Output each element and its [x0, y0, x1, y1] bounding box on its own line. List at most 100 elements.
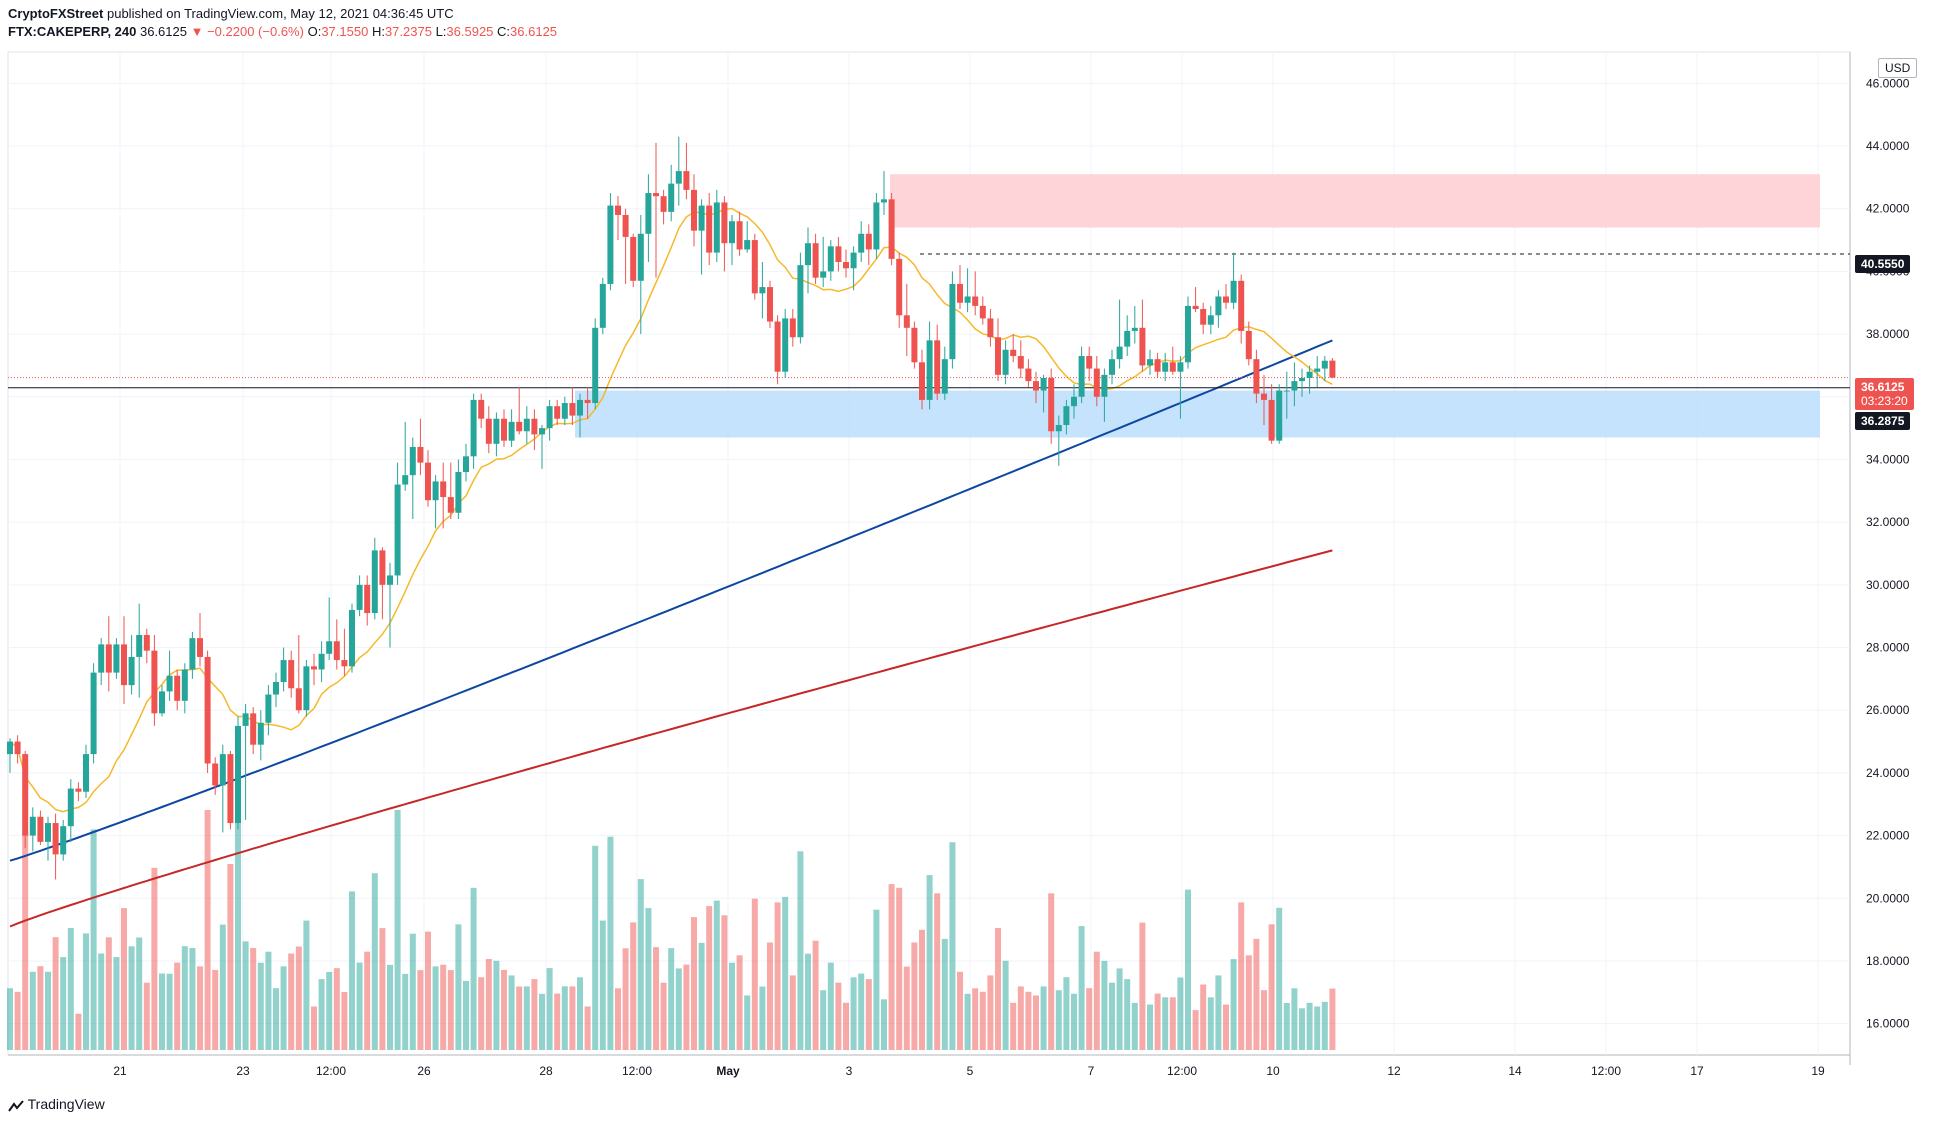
candle-body: [371, 550, 378, 614]
volume-bar: [1010, 1002, 1017, 1050]
volume-bar: [212, 969, 219, 1050]
candle-body: [531, 418, 538, 435]
volume-bar: [295, 946, 302, 1050]
volume-bar: [14, 991, 21, 1050]
candle-body: [987, 318, 994, 338]
candle-body: [751, 240, 758, 294]
candle-body: [584, 399, 591, 404]
candle-body: [227, 754, 234, 824]
volume-bar: [379, 928, 386, 1050]
tradingview-logo[interactable]: TradingView: [8, 1096, 105, 1112]
candle-body: [387, 575, 393, 585]
volume-bar: [181, 946, 188, 1050]
volume-bar: [744, 995, 751, 1050]
volume-bar: [235, 810, 241, 1050]
volume-bar: [1131, 1002, 1138, 1050]
candle-body: [843, 262, 849, 269]
candle-body: [569, 403, 576, 416]
volume-bar: [516, 986, 523, 1050]
candle-body: [409, 446, 416, 476]
candle-body: [706, 205, 713, 253]
y-tick-label: 20.0000: [1866, 891, 1910, 905]
candle-body: [394, 484, 401, 576]
candle-body: [288, 660, 295, 689]
y-tick-label: 42.0000: [1866, 202, 1910, 216]
symbol-label[interactable]: FTX:CAKEPERP, 240: [8, 24, 137, 39]
candle-body: [349, 609, 355, 667]
candle-body: [1010, 349, 1017, 357]
volume-bar: [919, 929, 925, 1050]
volume-bar: [941, 938, 948, 1050]
publish-line: CryptoFXStreet published on TradingView.…: [8, 6, 454, 21]
candle-body: [22, 754, 29, 836]
publish-info: published on TradingView.com, May 12, 20…: [106, 6, 454, 21]
candle-body: [1078, 356, 1085, 397]
candle-body: [295, 688, 302, 711]
candle-body: [835, 246, 842, 263]
volume-bar: [1291, 988, 1298, 1050]
change-text: −0.2200 (−0.6%): [207, 24, 304, 39]
currency-label[interactable]: USD: [1878, 58, 1918, 78]
volume-bar: [698, 942, 705, 1050]
volume-bar: [1200, 984, 1207, 1050]
volume-bar: [121, 908, 127, 1050]
volume-bar: [1139, 922, 1146, 1050]
candle-body: [1063, 406, 1070, 425]
candle-body: [797, 265, 804, 338]
candle-body: [949, 283, 956, 360]
candle-body: [1223, 296, 1229, 303]
volume-bar: [493, 960, 500, 1050]
candle-body: [599, 283, 606, 328]
volume-bar: [759, 986, 766, 1050]
volume-bar: [1154, 993, 1161, 1050]
x-tick-label: 23: [236, 1064, 250, 1078]
candle-body: [1101, 374, 1108, 397]
x-tick-label: 3: [846, 1064, 853, 1078]
candle-body: [143, 634, 150, 651]
candle-body: [303, 666, 310, 711]
candle-body: [972, 296, 979, 306]
volume-bar: [957, 971, 963, 1050]
candle-body: [1002, 349, 1009, 375]
volume-bar: [1245, 955, 1252, 1050]
candle-body: [577, 399, 583, 416]
candle-body: [1329, 360, 1336, 378]
candle-body: [402, 475, 409, 485]
volume-bar: [227, 864, 234, 1050]
publisher-name[interactable]: CryptoFXStreet: [8, 6, 104, 21]
candle-body: [1055, 424, 1062, 432]
candle-body: [546, 406, 553, 429]
candle-body: [759, 287, 766, 294]
logo-text: TradingView: [27, 1096, 105, 1112]
candle-body: [805, 243, 811, 266]
volume-bar: [782, 896, 789, 1050]
candle-body: [265, 694, 272, 723]
volume-bar: [508, 975, 515, 1050]
close-label: C:: [497, 24, 511, 39]
volume-bar: [767, 942, 773, 1050]
volume-bar: [1185, 889, 1191, 1050]
candle-body: [1276, 390, 1283, 441]
candle-body: [212, 763, 219, 786]
candle-body: [60, 826, 67, 855]
logo-icon: [8, 1099, 24, 1112]
volume-bar: [736, 955, 743, 1050]
candle-body: [881, 199, 887, 203]
volume-bar: [592, 845, 599, 1050]
volume-bar: [789, 975, 796, 1050]
volume-bar: [1116, 968, 1123, 1050]
volume-bar: [1002, 960, 1009, 1050]
candle-body: [539, 428, 545, 435]
volume-bar: [273, 988, 279, 1050]
volume-bar: [964, 993, 971, 1050]
candle-body: [1177, 362, 1184, 372]
candle-body: [90, 672, 97, 755]
volume-bar: [394, 810, 401, 1050]
volume-bar: [820, 990, 827, 1050]
candle-body: [919, 362, 925, 400]
volume-bar: [318, 979, 325, 1050]
ohlc-line: FTX:CAKEPERP, 240 36.6125 ▼ −0.2200 (−0.…: [8, 24, 557, 39]
candle-body: [774, 321, 781, 372]
volume-bar: [174, 962, 181, 1050]
